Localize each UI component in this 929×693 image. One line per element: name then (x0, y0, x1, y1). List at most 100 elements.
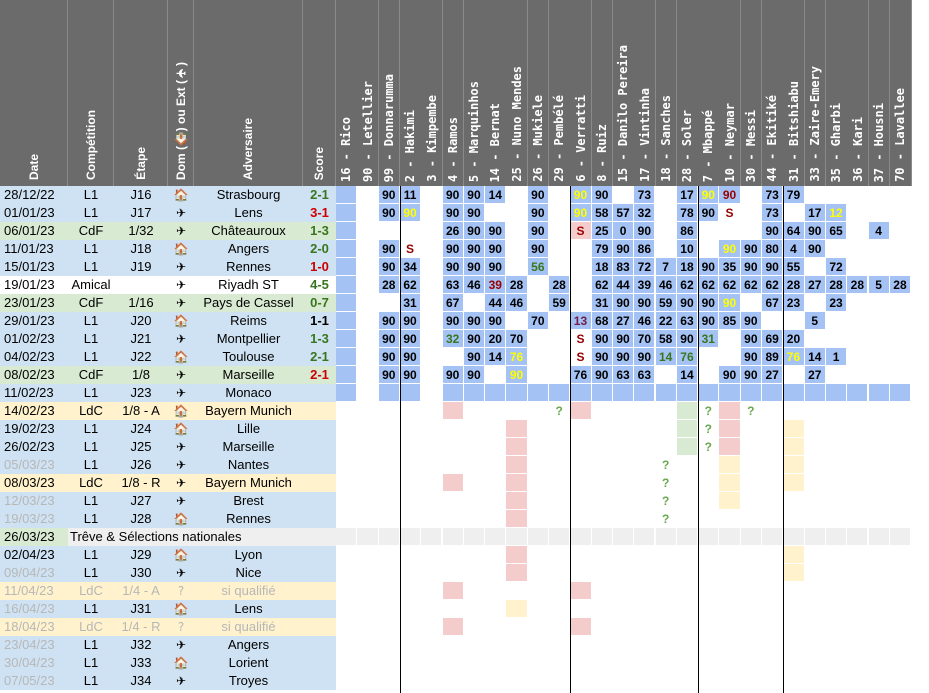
competition-cell[interactable]: CdF (68, 294, 114, 312)
grid-cell[interactable] (570, 618, 592, 636)
grid-question[interactable]: ? (549, 402, 571, 420)
grid-cell[interactable]: 90 (378, 258, 400, 276)
grid-cell[interactable] (825, 528, 848, 546)
opponent-cell[interactable]: Pays de Cassel (194, 294, 303, 312)
grid-cell[interactable]: 90 (570, 186, 592, 204)
grid-cell[interactable]: 90 (442, 240, 464, 258)
grid-cell[interactable]: 90 (634, 222, 656, 240)
header-player[interactable]: 7 - Mbappé (698, 0, 720, 186)
date-cell[interactable]: 18/04/23 (0, 618, 68, 636)
grid-cell[interactable] (719, 492, 741, 510)
opponent-cell[interactable]: Strasbourg (194, 186, 303, 204)
header-player[interactable]: 99 - Donnarumma (378, 0, 401, 186)
grid-cell[interactable] (570, 402, 592, 420)
score-cell[interactable] (303, 600, 336, 618)
grid-cell[interactable]: 0 (612, 222, 635, 240)
grid-question[interactable]: ? (698, 402, 720, 420)
header-player[interactable]: 35 - Gharbi (825, 0, 848, 186)
grid-cell[interactable]: 80 (762, 240, 784, 258)
grid-cell[interactable]: 90 (591, 348, 613, 366)
grid-cell[interactable]: 90 (399, 348, 422, 366)
grid-cell[interactable] (442, 474, 464, 492)
header-score[interactable]: Score (303, 0, 336, 186)
opponent-cell[interactable]: Lorient (194, 654, 303, 672)
score-cell[interactable]: 1-3 (303, 222, 336, 240)
grid-cell[interactable]: 73 (762, 186, 784, 204)
grid-cell[interactable] (570, 384, 592, 402)
grid-cell[interactable] (442, 528, 464, 546)
date-cell[interactable]: 26/03/23 (0, 528, 68, 546)
grid-cell[interactable]: 69 (762, 330, 784, 348)
grid-cell[interactable]: 44 (485, 294, 507, 312)
score-cell[interactable]: 0-7 (303, 294, 336, 312)
header-player[interactable]: 14 - Bernat (485, 0, 507, 186)
competition-cell[interactable]: L1 (68, 330, 114, 348)
grid-cell[interactable]: 78 (676, 204, 699, 222)
grid-cell[interactable]: 65 (825, 222, 848, 240)
grid-cell[interactable] (570, 582, 592, 600)
grid-cell[interactable]: 59 (549, 294, 571, 312)
stage-cell[interactable] (114, 276, 168, 294)
grid-cell[interactable]: 73 (634, 186, 656, 204)
grid-cell[interactable]: 90 (676, 330, 699, 348)
grid-cell[interactable]: 62 (591, 276, 613, 294)
grid-cell[interactable] (336, 312, 358, 330)
opponent-cell[interactable]: Riyadh ST (194, 276, 303, 294)
competition-cell[interactable]: LdC (68, 582, 114, 600)
header-player[interactable]: 37 - Housni (868, 0, 891, 186)
date-cell[interactable]: 02/04/23 (0, 546, 68, 564)
grid-cell[interactable] (783, 420, 805, 438)
grid-cell[interactable]: 90 (485, 222, 507, 240)
grid-cell[interactable]: 39 (634, 276, 656, 294)
grid-cell[interactable]: 31 (698, 330, 720, 348)
grid-cell[interactable] (357, 528, 379, 546)
grid-cell[interactable]: 90 (612, 348, 635, 366)
grid-cell[interactable] (676, 438, 699, 456)
grid-cell[interactable]: 90 (612, 240, 635, 258)
grid-cell[interactable]: 72 (825, 258, 848, 276)
grid-cell[interactable]: 17 (804, 204, 826, 222)
grid-cell[interactable]: 22 (655, 312, 677, 330)
grid-cell[interactable]: 13 (570, 312, 592, 330)
grid-cell[interactable]: 27 (804, 366, 826, 384)
grid-cell[interactable] (421, 528, 443, 546)
grid-cell[interactable]: 79 (591, 240, 613, 258)
opponent-cell[interactable]: Lens (194, 204, 303, 222)
grid-cell[interactable]: 90 (463, 240, 486, 258)
grid-cell[interactable]: 89 (762, 348, 784, 366)
date-cell[interactable]: 23/01/23 (0, 294, 68, 312)
score-cell[interactable] (303, 510, 336, 528)
grid-cell[interactable]: 90 (719, 186, 741, 204)
competition-cell[interactable]: L1 (68, 672, 114, 690)
grid-cell[interactable]: 44 (612, 276, 635, 294)
opponent-cell[interactable]: Rennes (194, 258, 303, 276)
opponent-cell[interactable]: Angers (194, 240, 303, 258)
grid-cell[interactable]: 90 (463, 366, 486, 384)
opponent-cell[interactable]: Montpellier (194, 330, 303, 348)
stage-cell[interactable]: J22 (114, 348, 168, 366)
grid-cell[interactable] (698, 528, 720, 546)
stage-cell[interactable]: 1/16 (114, 294, 168, 312)
grid-cell[interactable]: 4 (868, 222, 890, 240)
score-cell[interactable] (303, 672, 336, 690)
grid-cell[interactable]: 62 (719, 276, 741, 294)
grid-cell[interactable]: 73 (762, 204, 784, 222)
grid-cell[interactable]: 90 (463, 222, 486, 240)
grid-cell[interactable]: 5 (868, 276, 890, 294)
grid-cell[interactable] (506, 510, 528, 528)
date-cell[interactable]: 09/04/23 (0, 564, 68, 582)
grid-cell[interactable]: 90 (570, 204, 592, 222)
header-player[interactable]: 26 - Mukiele (527, 0, 550, 186)
score-cell[interactable] (303, 492, 336, 510)
grid-cell[interactable]: 28 (825, 276, 848, 294)
grid-cell[interactable]: 7 (655, 258, 677, 276)
grid-cell[interactable]: 70 (527, 312, 549, 330)
date-cell[interactable]: 15/01/23 (0, 258, 68, 276)
header-player[interactable]: 6 - Verratti (570, 0, 593, 186)
header-player[interactable]: 10 - Neymar (719, 0, 742, 186)
grid-cell[interactable]: 25 (591, 222, 613, 240)
opponent-cell[interactable]: Bayern Munich (194, 474, 303, 492)
grid-cell[interactable]: 90 (506, 366, 528, 384)
grid-cell[interactable]: 90 (399, 204, 422, 222)
grid-cell[interactable]: 90 (442, 312, 464, 330)
